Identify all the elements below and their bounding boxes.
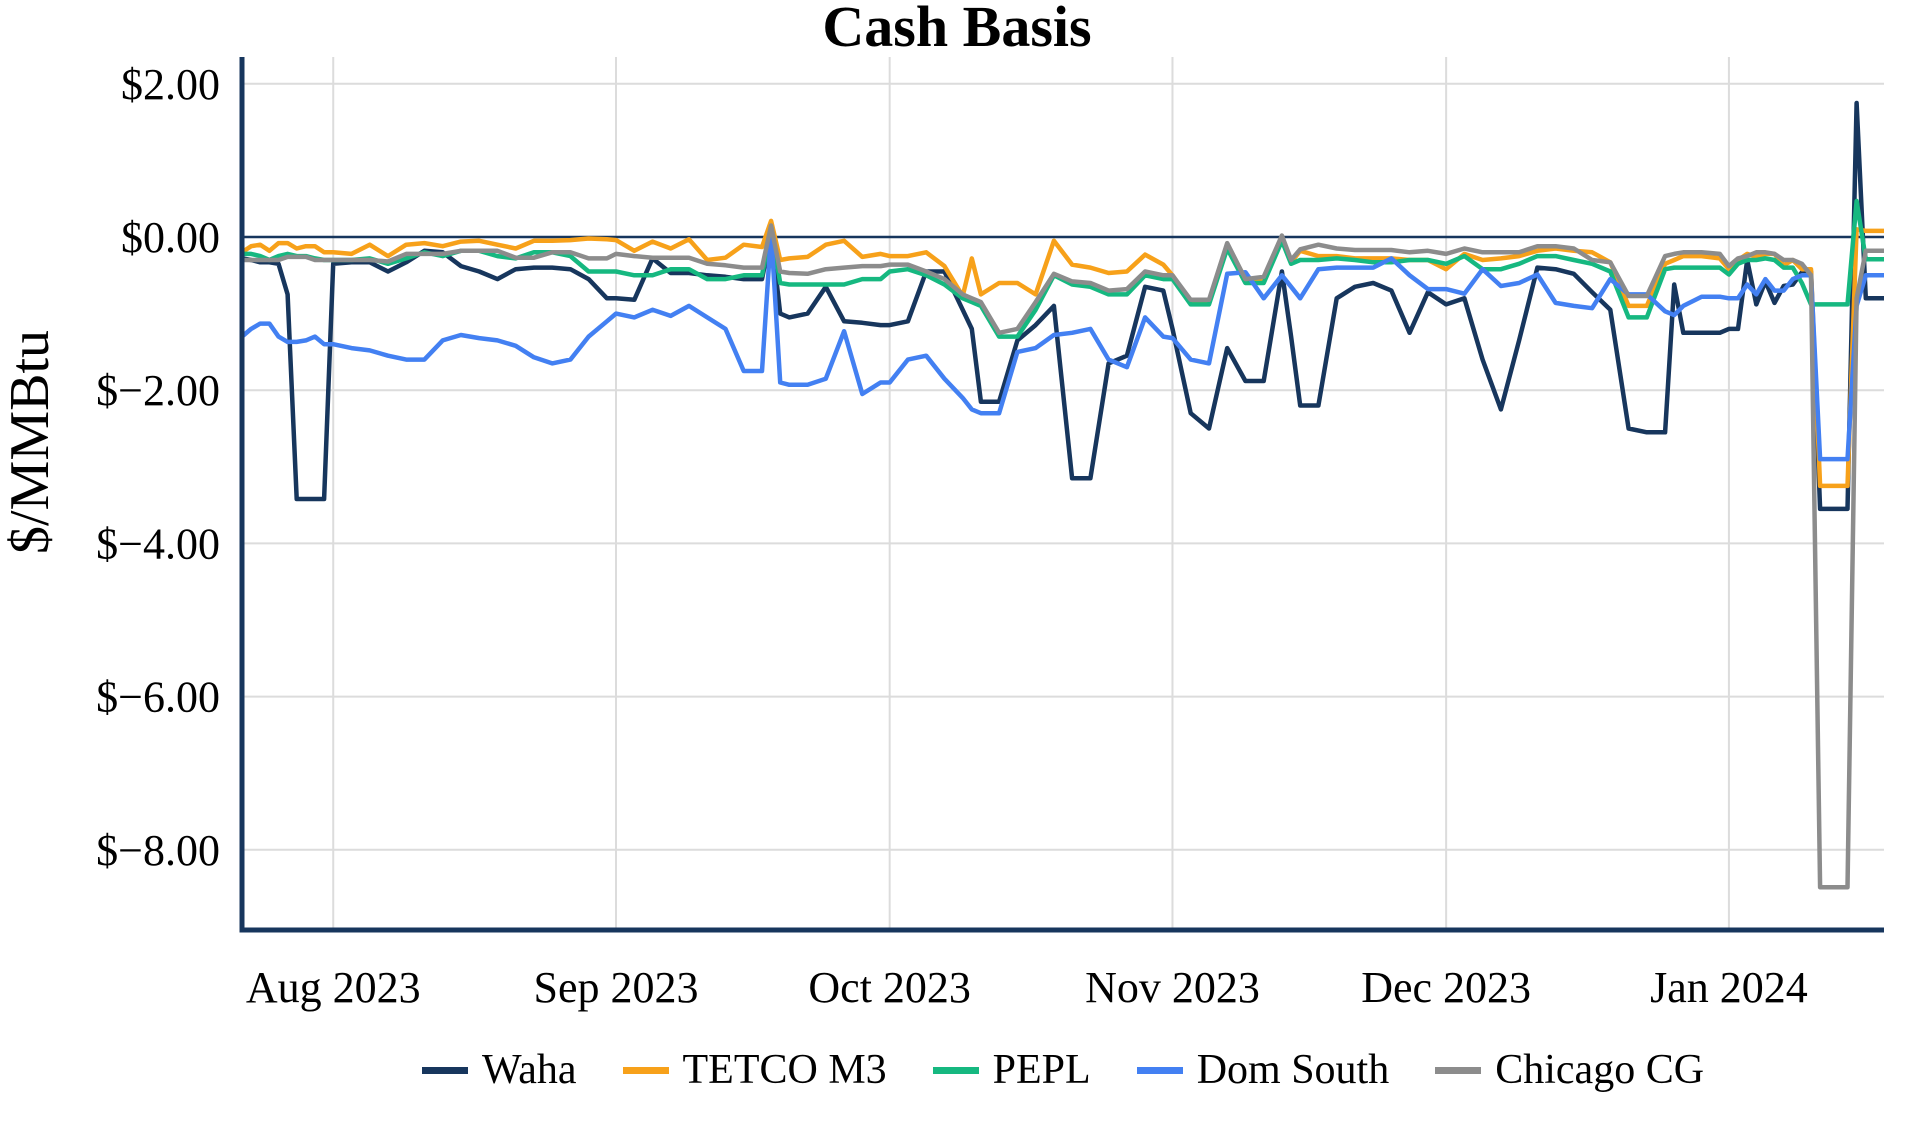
legend-label-dom-south: Dom South [1196,1047,1390,1093]
series-layer [240,100,1884,890]
legend-item-pepl: PEPL [932,1047,1091,1093]
pepl-line-swatch [932,1066,979,1074]
y-tick-label: $−8.00 [96,826,220,875]
dom-south-line-swatch [1136,1066,1183,1074]
legend-label-pepl: PEPL [992,1047,1091,1093]
x-tick-label: Oct 2023 [808,963,971,1012]
y-tick-label: $−6.00 [96,673,220,722]
x-tick-label: Jan 2024 [1650,963,1808,1012]
tetco-m3-line-swatch [622,1066,669,1074]
series-line-tetco-m3 [240,218,1884,489]
tick-labels: $2.00 $0.00 $−2.00 $−4.00 $−6.00 $−8.00 Aug 20… [96,60,1808,1012]
x-tick-label: Sep 2023 [534,963,699,1012]
x-tick-label: Nov 2023 [1085,963,1260,1012]
series-line-pepl [242,198,1884,339]
legend-label-waha: Waha [481,1047,577,1093]
chicago-cg-line-swatch [1435,1066,1482,1074]
legend-label-chicago-cg: Chicago CG [1495,1047,1705,1093]
legend-item-chicago-cg: Chicago CG [1435,1049,1704,1091]
legend-label-tetco-m3: TETCO M3 [682,1047,887,1093]
legend-item-dom-south: Dom South [1136,1047,1390,1093]
y-tick-label: $0.00 [121,213,220,262]
axis-spines [239,57,1884,933]
legend: Waha TETCO M3 PEPL Dom South Chicago CG [242,1038,1884,1102]
y-axis-label: $/MMBtu [0,330,61,554]
series-line-dom-south [240,229,1884,462]
y-tick-label: $2.00 [121,60,220,109]
x-tick-label: Aug 2023 [246,963,421,1012]
legend-item-tetco-m3: TETCO M3 [622,1047,887,1093]
legend-item-waha: Waha [421,1047,577,1093]
grid-layer [242,57,1884,930]
waha-line-swatch [421,1066,468,1074]
y-tick-label: $−2.00 [96,366,220,415]
y-tick-label: $−4.00 [96,519,220,568]
series-line-waha [241,100,1884,512]
x-tick-label: Dec 2023 [1361,963,1531,1012]
chart-title: Cash Basis [822,0,1091,59]
series-line-chicago-cg [242,223,1884,890]
